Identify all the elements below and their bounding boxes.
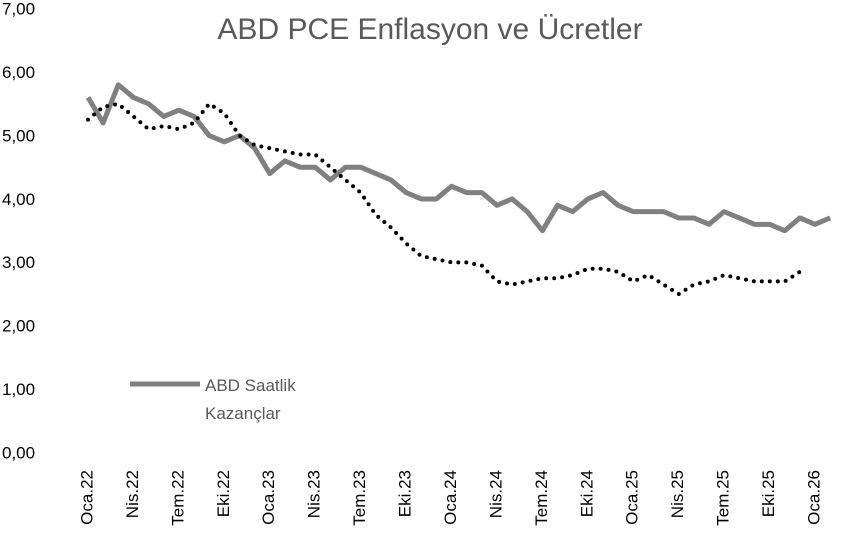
x-tick-label: Nis.22 xyxy=(123,470,142,518)
series-line xyxy=(85,82,832,234)
x-tick-label: Tem.24 xyxy=(532,470,551,526)
y-tick-label: 4,00 xyxy=(2,190,35,209)
x-tick-label: Oca.25 xyxy=(623,470,642,525)
chart-title: ABD PCE Enflasyon ve Ücretler xyxy=(217,13,642,46)
y-tick-label: 2,00 xyxy=(2,317,35,336)
x-tick-label: Oca.23 xyxy=(259,470,278,525)
x-tick-label: Eki.25 xyxy=(759,470,778,517)
x-tick-label: Eki.23 xyxy=(396,470,415,517)
x-tick-label: Eki.22 xyxy=(214,470,233,517)
x-tick-label: Nis.23 xyxy=(305,470,324,518)
y-tick-label: 1,00 xyxy=(2,380,35,399)
x-tick-label: Tem.25 xyxy=(714,470,733,526)
y-tick-label: 0,00 xyxy=(2,443,35,462)
legend-label: ABD Saatlik Kazançlar xyxy=(205,376,296,423)
y-tick-label: 5,00 xyxy=(2,126,35,145)
x-tick-label: Nis.24 xyxy=(486,470,505,518)
y-tick-label: 3,00 xyxy=(2,253,35,272)
x-tick-label: Oca.24 xyxy=(441,470,460,525)
x-tick-label: Oca.22 xyxy=(77,470,96,525)
x-tick-label: Oca.26 xyxy=(804,470,823,525)
x-tick-label: Eki.24 xyxy=(577,470,596,517)
y-tick-label: 7,00 xyxy=(2,0,35,18)
x-tick-label: Tem.23 xyxy=(350,470,369,526)
x-tick-label: Tem.22 xyxy=(168,470,187,526)
series-line xyxy=(86,101,802,297)
y-tick-label: 6,00 xyxy=(2,63,35,82)
x-tick-label: Nis.25 xyxy=(668,470,687,518)
